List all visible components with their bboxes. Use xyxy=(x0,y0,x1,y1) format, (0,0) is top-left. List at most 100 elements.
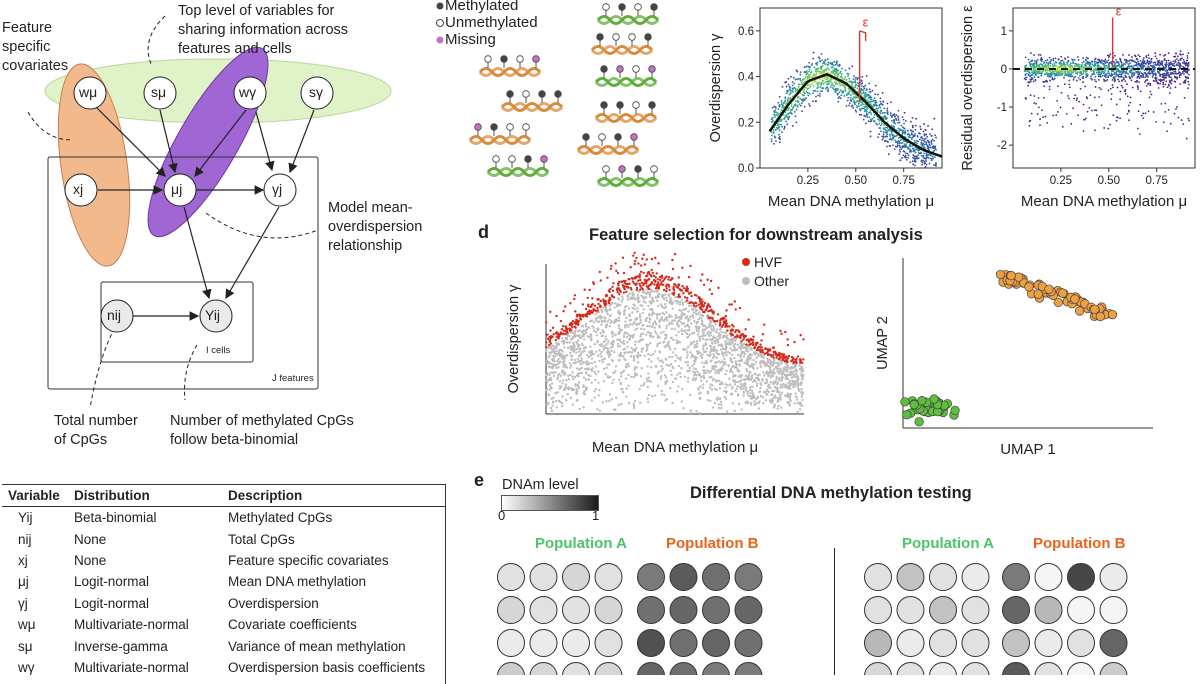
data-point xyxy=(553,351,555,353)
data-point xyxy=(715,366,717,368)
data-point xyxy=(914,164,916,166)
data-point xyxy=(889,145,891,147)
data-point xyxy=(786,86,788,88)
data-point xyxy=(808,87,810,89)
data-point xyxy=(1088,63,1090,65)
table-header: Distribution xyxy=(68,484,222,507)
data-point xyxy=(881,123,883,125)
data-point xyxy=(610,350,612,352)
data-point xyxy=(698,374,700,376)
data-point xyxy=(651,308,653,310)
data-point xyxy=(854,79,856,81)
data-point xyxy=(578,350,580,352)
data-point xyxy=(605,303,607,305)
data-point xyxy=(1174,113,1176,115)
data-point xyxy=(786,123,788,125)
data-point xyxy=(604,320,606,322)
data-point xyxy=(1138,81,1140,83)
data-point xyxy=(910,137,912,139)
data-point xyxy=(1149,84,1151,86)
data-point xyxy=(866,88,868,90)
data-point xyxy=(1150,65,1152,67)
data-point xyxy=(557,332,559,334)
data-point xyxy=(602,345,604,347)
y-tick-label: -1 xyxy=(997,102,1007,114)
data-point xyxy=(837,88,839,90)
data-point xyxy=(711,342,713,344)
data-point xyxy=(568,378,570,380)
data-point xyxy=(1085,64,1087,66)
data-point xyxy=(641,282,643,284)
data-point xyxy=(799,78,801,80)
covariates-text-3: covariates xyxy=(2,58,68,74)
data-point xyxy=(917,136,919,138)
dna-strand xyxy=(598,4,658,24)
data-point xyxy=(797,376,799,378)
data-point xyxy=(832,72,834,74)
data-point xyxy=(930,154,932,156)
data-point xyxy=(892,138,894,140)
data-point xyxy=(1074,94,1076,96)
data-point xyxy=(827,84,829,86)
cpg-site xyxy=(601,66,608,73)
data-point xyxy=(645,333,647,335)
data-point xyxy=(740,334,742,336)
data-point xyxy=(847,92,849,94)
data-point xyxy=(836,82,838,84)
data-point xyxy=(923,131,925,133)
data-point xyxy=(890,101,892,103)
data-point xyxy=(1179,74,1181,76)
data-point xyxy=(730,329,732,331)
data-point xyxy=(887,141,889,143)
data-point xyxy=(902,116,904,118)
data-point xyxy=(1094,79,1096,81)
data-point xyxy=(671,308,673,310)
data-point xyxy=(1149,91,1151,93)
data-point xyxy=(640,319,642,321)
data-point xyxy=(583,361,585,363)
data-point xyxy=(1175,108,1177,110)
data-point xyxy=(636,287,638,289)
data-point xyxy=(637,280,639,282)
data-point xyxy=(779,141,781,143)
data-point xyxy=(844,78,846,80)
data-point xyxy=(1145,112,1147,114)
data-point xyxy=(1038,54,1040,56)
data-point xyxy=(759,351,761,353)
data-point xyxy=(885,127,887,129)
data-point xyxy=(562,373,564,375)
data-point xyxy=(1069,87,1071,89)
scatter-points xyxy=(771,52,938,168)
data-point xyxy=(1150,58,1152,60)
data-point xyxy=(935,137,937,139)
data-point xyxy=(1043,97,1045,99)
data-point xyxy=(1077,56,1079,58)
data-point xyxy=(790,92,792,94)
data-point xyxy=(718,403,720,405)
data-point xyxy=(852,107,854,109)
data-point xyxy=(1077,114,1079,116)
data-point xyxy=(1163,121,1165,123)
data-point xyxy=(1105,65,1107,67)
data-point xyxy=(771,138,773,140)
data-point xyxy=(1086,61,1088,63)
data-point xyxy=(595,388,597,390)
data-point xyxy=(612,290,614,292)
cpg-site xyxy=(633,102,640,109)
data-point xyxy=(723,358,725,360)
data-point xyxy=(799,358,801,360)
data-point xyxy=(711,388,713,390)
data-point xyxy=(914,149,916,151)
data-point xyxy=(718,353,720,355)
data-point xyxy=(933,150,935,152)
data-point xyxy=(1047,76,1049,78)
data-point xyxy=(595,373,597,375)
data-point xyxy=(1163,86,1165,88)
covariates-text-1: Feature xyxy=(2,20,52,36)
legend-unmethylated: Unmethylated xyxy=(445,14,538,31)
data-point xyxy=(780,363,782,365)
data-point xyxy=(567,347,569,349)
data-point xyxy=(618,359,620,361)
data-point xyxy=(1168,52,1170,54)
